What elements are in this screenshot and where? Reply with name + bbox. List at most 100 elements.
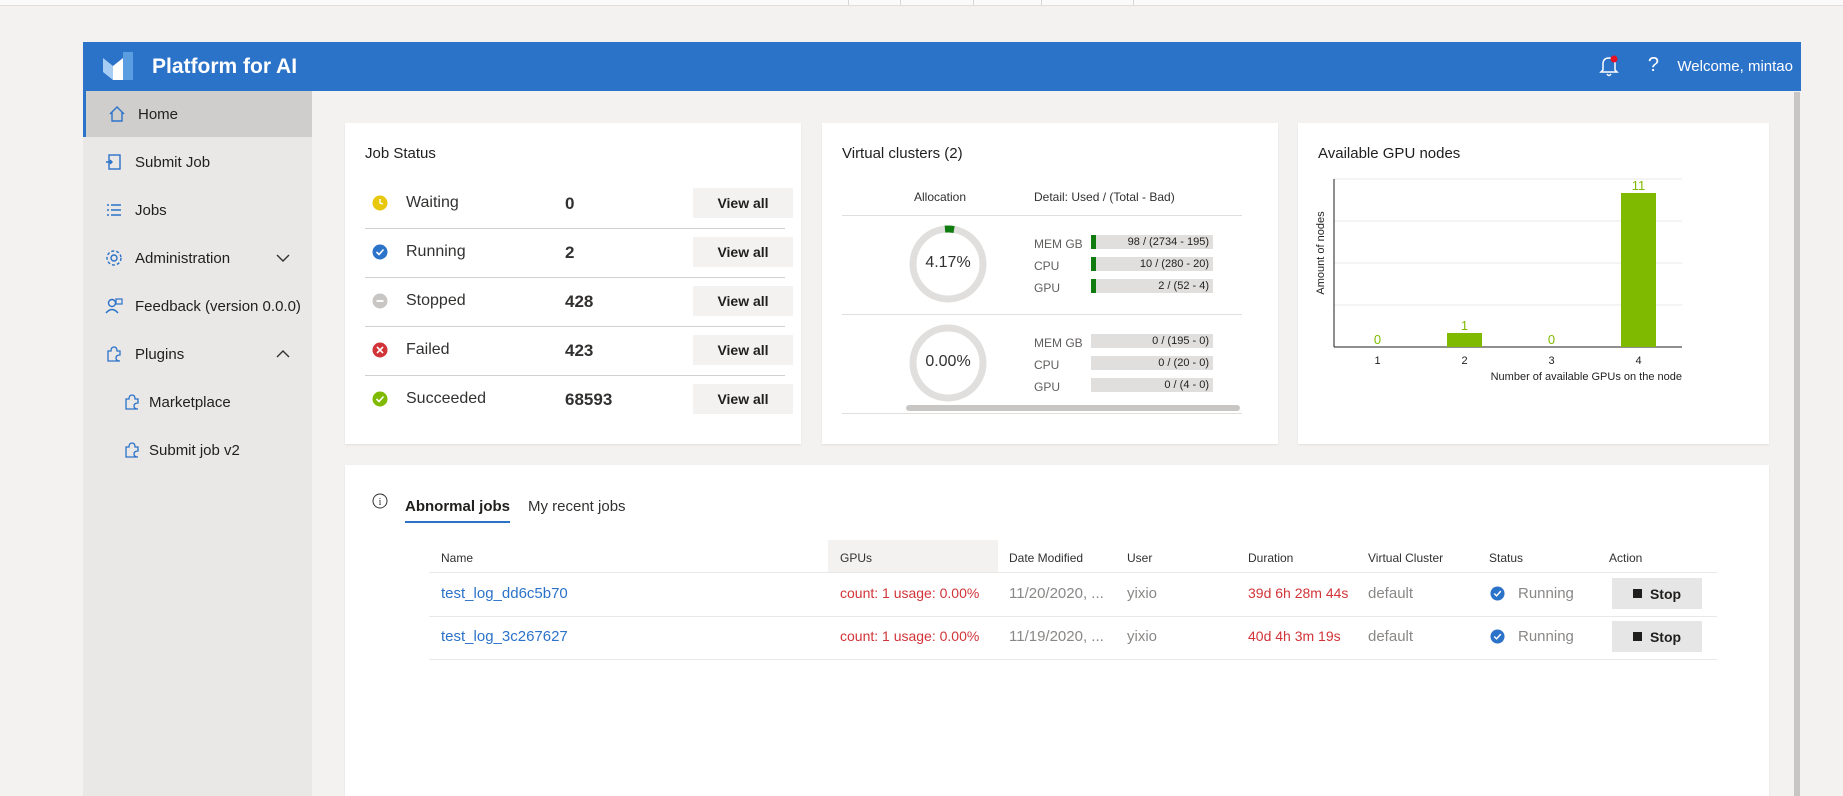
running-check-icon [372, 244, 388, 260]
data-label: 0 [1374, 332, 1381, 347]
view-all-button[interactable]: View all [693, 237, 793, 267]
plugin-icon [107, 346, 121, 362]
x-tick-label: 2 [1461, 355, 1467, 367]
divider [842, 314, 1242, 315]
detail-header: Detail: Used / (Total - Bad) [1034, 190, 1175, 204]
resource-label: GPU [1034, 281, 1061, 295]
stop-icon [1632, 589, 1642, 598]
resource-value: 0 / (4 - 0) [1164, 379, 1209, 391]
sidebar-item-submit-job-v2[interactable]: Submit job v2 [83, 427, 312, 473]
job-status-row-failed: Failed 423 View all [365, 327, 793, 376]
jobs-panel: i Abnormal jobs My recent jobs Name GPUs… [345, 465, 1769, 796]
allocation-header: Allocation [914, 190, 967, 204]
top-header: Platform for AI ? Welcome, mintao [83, 42, 1801, 91]
resource-label: CPU [1034, 358, 1060, 372]
view-all-button[interactable]: View all [693, 335, 793, 365]
info-icon[interactable]: i [372, 493, 388, 509]
job-user: yixio [1127, 628, 1158, 645]
view-all-button[interactable]: View all [693, 286, 793, 316]
divider [842, 215, 1242, 216]
stop-button[interactable]: Stop [1612, 621, 1702, 652]
app-window: Platform for AI ? Welcome, mintao Home S… [83, 42, 1801, 796]
sidebar-item-label: Home [138, 105, 179, 123]
welcome-user[interactable]: Welcome, mintao [1677, 58, 1793, 75]
job-status-card: Job Status Waiting 0 View all Running 2 … [345, 123, 801, 444]
status-count: 0 [565, 194, 575, 213]
table-row[interactable]: test_log_3c267627 count: 1 usage: 0.00% … [429, 616, 1717, 660]
resource-value: 0 / (195 - 0) [1152, 335, 1209, 347]
resource-label: GPU [1034, 380, 1061, 394]
platform-logo-icon [103, 52, 133, 80]
view-all-button[interactable]: View all [693, 384, 793, 414]
column-header-name[interactable]: Name [441, 551, 474, 565]
sidebar-item-jobs[interactable]: Jobs [83, 187, 312, 233]
stop-label: Stop [1649, 585, 1682, 602]
clock-icon [372, 195, 388, 211]
help-icon[interactable]: ? [1647, 54, 1659, 76]
sidebar-item-submit-job[interactable]: Submit Job [83, 139, 312, 185]
column-header-virtual-cluster[interactable]: Virtual Cluster [1368, 551, 1444, 565]
home-icon [109, 106, 125, 122]
notification-bell-icon[interactable] [1599, 55, 1619, 77]
divider [429, 572, 1717, 573]
tab-my-recent-jobs[interactable]: My recent jobs [528, 498, 626, 515]
svg-text:i: i [379, 497, 382, 508]
resource-bar: 0 / (20 - 0) [1091, 356, 1213, 370]
column-header-user[interactable]: User [1127, 551, 1153, 565]
column-header-duration[interactable]: Duration [1248, 551, 1294, 565]
x-tick-label: 3 [1548, 355, 1554, 367]
chevron-down-icon[interactable] [275, 250, 291, 266]
table-row[interactable]: test_log_dd6c5b70 count: 1 usage: 0.00% … [429, 573, 1717, 617]
resource-label: MEM GB [1034, 237, 1083, 251]
job-duration: 40d 4h 3m 19s [1248, 628, 1341, 644]
column-header-gpus[interactable]: GPUs [840, 551, 873, 565]
resource-value: 2 / (52 - 4) [1158, 280, 1209, 292]
gear-icon [106, 250, 122, 266]
stop-button[interactable]: Stop [1612, 578, 1702, 609]
job-gpus: count: 1 usage: 0.00% [840, 585, 980, 601]
sidebar-item-home[interactable]: Home [83, 91, 312, 137]
status-name: Running [406, 243, 466, 260]
horizontal-scrollbar[interactable] [906, 405, 1240, 411]
job-vc: default [1368, 628, 1414, 645]
job-status: Running [1518, 585, 1574, 602]
submit-job-icon [106, 154, 121, 170]
card-title: Available GPU nodes [1318, 145, 1461, 162]
sidebar-item-label: Submit job v2 [149, 441, 240, 459]
bar [1621, 193, 1656, 347]
plugin-icon [125, 442, 139, 458]
data-label: 11 [1632, 178, 1646, 193]
app-title: Platform for AI [152, 55, 298, 78]
bar [1447, 333, 1482, 347]
allocation-donut [909, 225, 987, 303]
status-count: 423 [565, 341, 594, 360]
status-name: Stopped [406, 292, 466, 309]
column-header-action[interactable]: Action [1609, 551, 1643, 565]
data-label: 1 [1461, 318, 1468, 333]
column-header-status[interactable]: Status [1489, 551, 1524, 565]
resource-value: 0 / (20 - 0) [1158, 357, 1209, 369]
view-all-button[interactable]: View all [693, 188, 793, 218]
sidebar-item-administration[interactable]: Administration [83, 235, 312, 281]
job-name-link[interactable]: test_log_3c267627 [441, 628, 568, 645]
sidebar-item-feedback[interactable]: Feedback (version 0.0.0) [83, 283, 312, 329]
job-status-row-succeeded: Succeeded 68593 View all [365, 376, 793, 424]
sidebar-item-plugins[interactable]: Plugins [83, 331, 312, 377]
chevron-up-icon[interactable] [275, 346, 291, 362]
stop-label: Stop [1649, 628, 1682, 645]
status-count: 68593 [565, 390, 613, 409]
vertical-scrollbar[interactable] [1794, 92, 1800, 796]
feedback-icon [105, 298, 123, 314]
sidebar-item-label: Submit Job [135, 153, 211, 171]
sidebar-item-label: Plugins [135, 345, 185, 363]
list-icon [107, 204, 121, 216]
sidebar-item-marketplace[interactable]: Marketplace [83, 379, 312, 425]
y-axis-label: Amount of nodes [1315, 211, 1327, 295]
tab-abnormal-jobs[interactable]: Abnormal jobs [405, 498, 511, 523]
sidebar: Home Submit Job Jobs Administration Feed… [83, 91, 312, 796]
column-header-date[interactable]: Date Modified [1009, 551, 1084, 565]
stopped-icon [372, 293, 388, 309]
x-tick-label: 4 [1635, 355, 1641, 367]
job-name-link[interactable]: test_log_dd6c5b70 [441, 585, 568, 602]
success-check-icon [372, 391, 388, 407]
